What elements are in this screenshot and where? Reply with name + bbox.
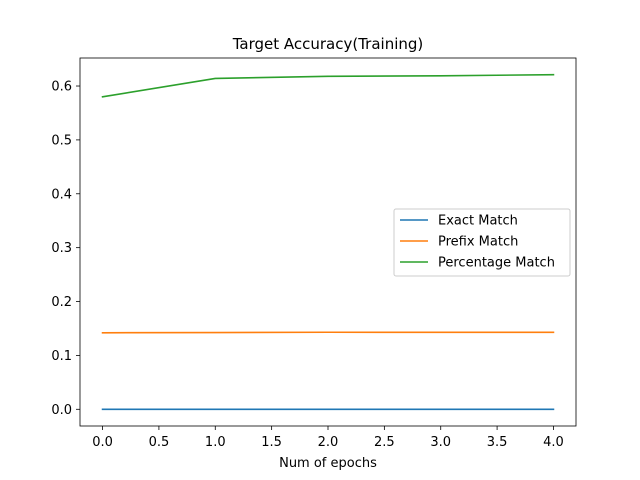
series-line-percentage-match	[101, 73, 555, 98]
x-tick-label: 0.5	[149, 435, 170, 450]
y-tick-label: 0.4	[51, 187, 72, 202]
y-tick-label: 0.2	[51, 295, 72, 310]
x-tick-label: 0.0	[92, 435, 113, 450]
x-tick-label: 4.0	[543, 435, 564, 450]
x-tick-label: 1.0	[205, 435, 226, 450]
x-tick-label: 3.0	[430, 435, 451, 450]
y-tick-label: 0.0	[51, 403, 72, 418]
x-tick-label: 3.5	[487, 435, 508, 450]
chart-title: Target Accuracy(Training)	[232, 35, 424, 53]
legend: Exact Match Prefix Match Percentage Match	[393, 208, 571, 277]
x-tick-label: 1.5	[261, 435, 282, 450]
legend-label-exact-match: Exact Match	[438, 214, 518, 229]
legend-label-percentage-match: Percentage Match	[438, 256, 555, 271]
y-axis-ticks: 0.0 0.1 0.2 0.3 0.4 0.5 0.6	[51, 80, 80, 418]
x-tick-label: 2.5	[374, 435, 395, 450]
y-tick-label: 0.3	[51, 241, 72, 256]
x-axis-ticks: 0.0 0.5 1.0 1.5 2.0 2.5 3.0 3.5 4.0	[92, 426, 564, 450]
legend-box	[393, 208, 571, 277]
series-line-prefix-match	[101, 331, 555, 334]
x-tick-label: 2.0	[318, 435, 339, 450]
x-axis-label: Num of epochs	[279, 456, 377, 471]
y-tick-label: 0.1	[51, 349, 72, 364]
legend-label-prefix-match: Prefix Match	[438, 235, 518, 250]
y-tick-label: 0.5	[51, 133, 72, 148]
y-tick-label: 0.6	[51, 80, 72, 95]
series-layer	[101, 73, 555, 411]
